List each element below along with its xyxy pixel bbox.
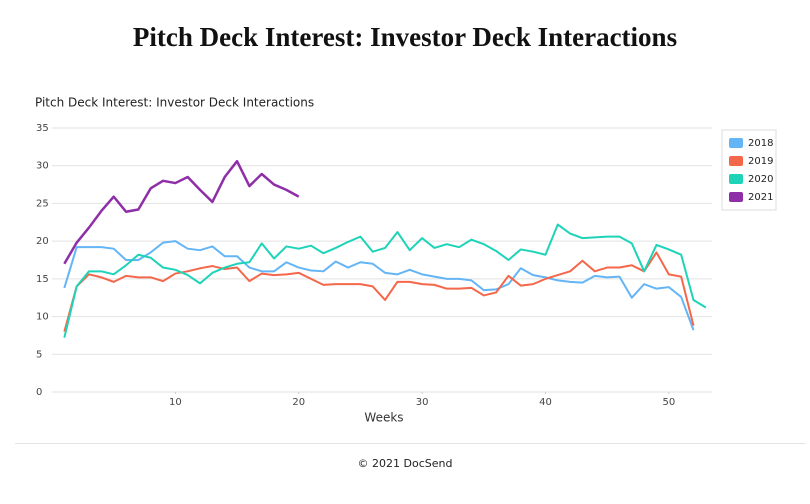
- y-tick-label: 0: [36, 387, 42, 398]
- legend-label: 2018: [748, 138, 773, 149]
- legend-label: 2020: [748, 174, 773, 185]
- series-line: [63, 251, 695, 332]
- series-line: [63, 159, 300, 265]
- y-tick-label: 10: [36, 312, 49, 323]
- footer: © 2021 DocSend: [357, 457, 453, 470]
- chart-title: Pitch Deck Interest: Investor Deck Inter…: [35, 96, 314, 110]
- y-tick-label: 5: [36, 349, 42, 360]
- x-tick-label: 50: [662, 397, 675, 408]
- y-tick-label: 30: [36, 161, 49, 172]
- legend-label: 2021: [748, 192, 773, 203]
- legend-swatch: [729, 192, 743, 202]
- legend-swatch: [729, 174, 743, 184]
- page-title: Pitch Deck Interest: Investor Deck Inter…: [132, 22, 678, 52]
- legend-swatch: [729, 156, 743, 166]
- x-tick-label: 10: [169, 397, 182, 408]
- chart: Pitch Deck Interest: Investor Deck Inter…: [35, 96, 777, 425]
- x-tick-label: 30: [416, 397, 429, 408]
- divider: [15, 443, 805, 444]
- y-tick-label: 35: [36, 123, 49, 134]
- legend-label: 2019: [748, 156, 773, 167]
- legend-swatch: [729, 138, 743, 148]
- x-tick-label: 20: [292, 397, 305, 408]
- x-axis-label: Weeks: [364, 411, 403, 425]
- series-line: [63, 223, 707, 338]
- y-tick-label: 25: [36, 198, 49, 209]
- series-line: [63, 240, 695, 331]
- y-tick-label: 20: [36, 236, 49, 247]
- y-tick-label: 15: [36, 274, 49, 285]
- x-tick-label: 40: [539, 397, 552, 408]
